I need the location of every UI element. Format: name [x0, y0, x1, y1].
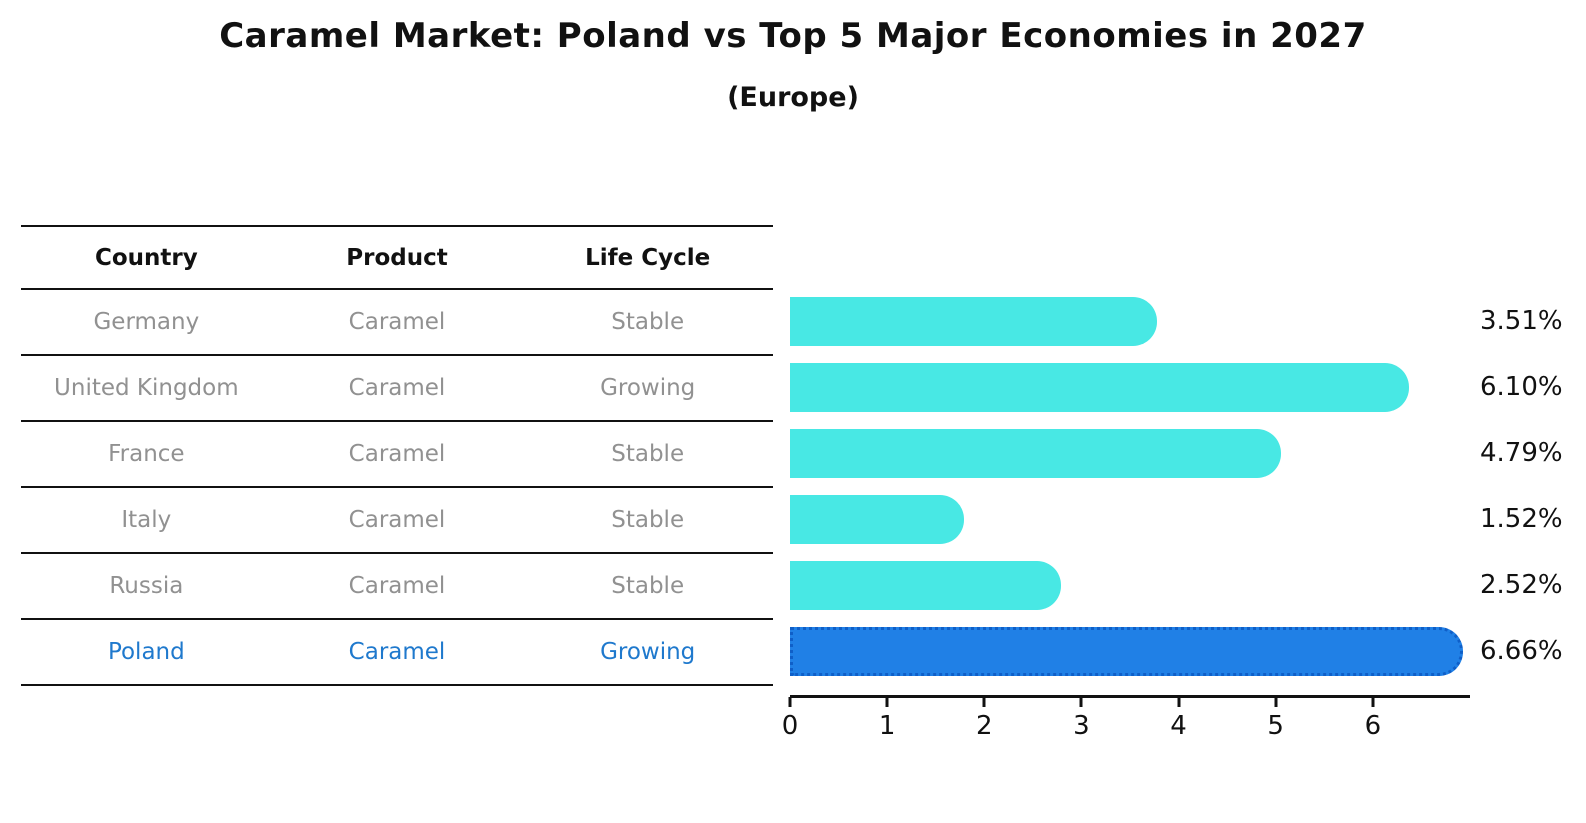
x-axis-tick-mark: [982, 697, 986, 707]
x-axis-tick-mark: [1371, 697, 1375, 707]
x-axis-tick-label: 3: [1073, 711, 1090, 741]
bar-poland-highlighted: [790, 626, 1463, 676]
table-row: Germany Caramel Stable: [21, 290, 773, 356]
column-header-lifecycle: Life Cycle: [585, 244, 711, 271]
bar-plot-area: [790, 288, 1470, 684]
table-cell-product: Caramel: [348, 507, 446, 533]
table-cell-country: France: [108, 441, 185, 467]
x-axis-tick-label: 1: [878, 711, 896, 741]
x-axis-tick-mark: [788, 697, 792, 707]
x-axis-tick-label: 0: [781, 711, 799, 741]
country-table: Country Product Life Cycle Germany Carame…: [21, 225, 773, 686]
table-cell-product: Caramel: [348, 573, 446, 599]
column-header-country: Country: [94, 244, 198, 271]
x-axis: 0 1 2 3 4 5 6: [782, 695, 1470, 745]
table-body: Germany Caramel Stable United Kingdom Carame…: [21, 290, 773, 686]
chart-title: Caramel Market: Poland vs Top 5 Major Ec…: [219, 16, 1367, 56]
table-cell-country: Italy: [121, 507, 172, 533]
table-cell-life-cycle: Stable: [611, 309, 685, 335]
x-axis-tick-mark: [1274, 697, 1278, 707]
bar-france: [790, 428, 1282, 478]
x-axis-tick-mark: [1079, 697, 1083, 707]
table-cell-life-cycle: Stable: [611, 507, 685, 533]
bar-row: [790, 288, 1470, 354]
table-row: Italy Caramel Stable: [21, 488, 773, 554]
table-cell-country: Russia: [109, 573, 184, 599]
bar-value-label: 4.79%: [1480, 438, 1563, 468]
bar-row: [790, 552, 1470, 618]
bar-row: [790, 354, 1470, 420]
bar-row: [790, 420, 1470, 486]
table-cell-product: Caramel: [348, 309, 446, 335]
bar-value-label: 3.51%: [1480, 306, 1563, 336]
table-cell-product: Caramel: [348, 441, 446, 467]
x-axis-line: [790, 695, 1470, 698]
table-row: United Kingdom Caramel Growing: [21, 356, 773, 422]
x-axis-tick-mark: [885, 697, 889, 707]
bar-value-label: 2.52%: [1480, 570, 1563, 600]
bar-united-kingdom: [790, 362, 1409, 412]
bar-row: [790, 486, 1470, 552]
table-row: Russia Caramel Stable: [21, 554, 773, 620]
table-cell-life-cycle: Growing: [600, 375, 696, 401]
table-row: Poland Caramel Growing: [21, 620, 773, 686]
x-axis-tick-label: 2: [976, 711, 993, 741]
bar-value-label: 6.10%: [1480, 372, 1563, 402]
table-cell-country: Germany: [93, 309, 200, 335]
table-cell-product: Caramel: [348, 639, 446, 665]
x-axis-tick-label: 4: [1170, 711, 1187, 741]
chart-subtitle: (Europe): [727, 82, 859, 113]
value-labels-column: 3.51% 6.10% 4.79% 1.52% 2.52% 6.66%: [1480, 288, 1586, 684]
bar-value-label: 1.52%: [1480, 504, 1563, 534]
column-header-product: Product: [346, 244, 448, 271]
bar-value-label: 6.66%: [1480, 636, 1563, 666]
table-cell-product: Caramel: [348, 375, 446, 401]
table-cell-life-cycle: Stable: [611, 573, 685, 599]
x-axis-tick-mark: [1177, 697, 1181, 707]
table-cell-life-cycle: Stable: [611, 441, 685, 467]
table-row: France Caramel Stable: [21, 422, 773, 488]
table-cell-life-cycle: Growing: [600, 639, 696, 665]
bar-russia: [790, 560, 1061, 610]
x-axis-tick-label: 6: [1364, 711, 1382, 741]
table-header-row: Country Product Life Cycle: [21, 225, 773, 290]
table-cell-country: United Kingdom: [54, 375, 239, 401]
table-cell-country: Poland: [107, 639, 185, 665]
bar-germany: [790, 296, 1157, 346]
bar-italy: [790, 494, 964, 544]
bar-row: [790, 618, 1470, 684]
x-axis-tick-label: 5: [1267, 711, 1284, 741]
